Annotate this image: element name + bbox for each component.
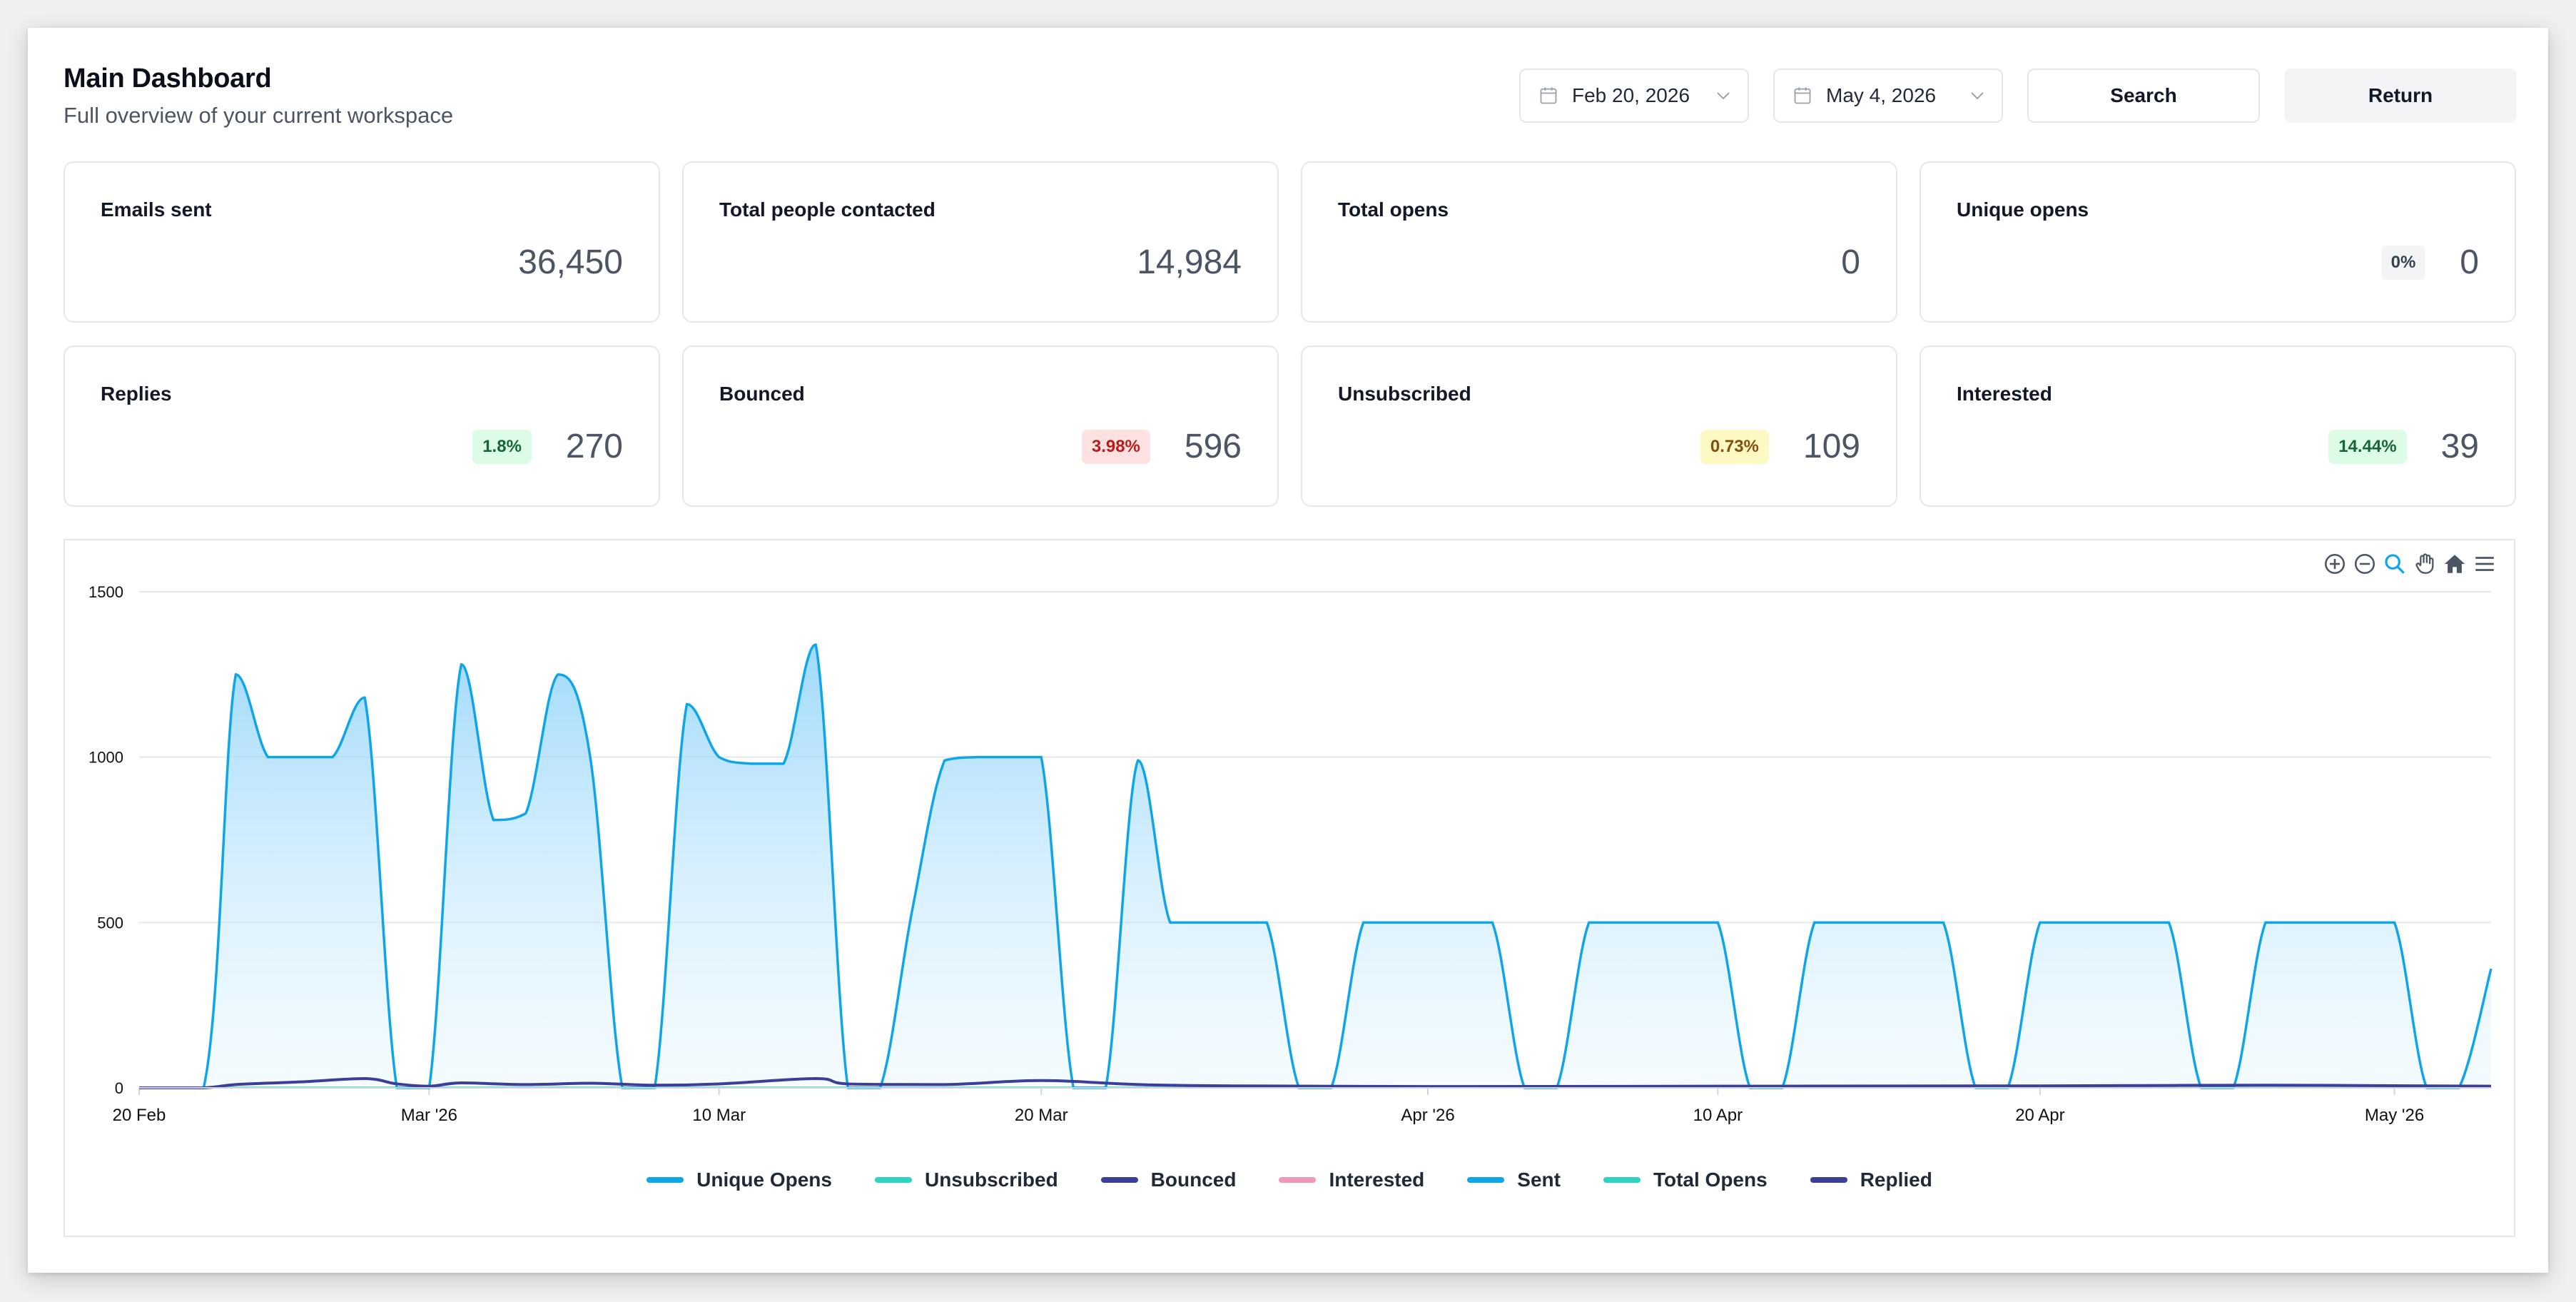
dashboard-panel: Main Dashboard Full overview of your cur… <box>28 28 2548 1273</box>
page-subtitle: Full overview of your current workspace <box>64 103 454 128</box>
legend-label: Bounced <box>1150 1169 1237 1191</box>
stat-title: Bounced <box>719 383 805 405</box>
stat-title: Emails sent <box>101 198 212 221</box>
legend-label: Unsubscribed <box>924 1169 1058 1191</box>
pan-hand-icon[interactable] <box>2413 552 2437 576</box>
status-badge: 3.98% <box>1081 429 1150 464</box>
stats-grid: Emails sent 36,450 Total people contacte… <box>64 161 2516 507</box>
search-button[interactable]: Search <box>2027 69 2260 123</box>
legend-label: Interested <box>1329 1169 1425 1191</box>
end-date-picker[interactable]: May 4, 2026 <box>1773 69 2003 123</box>
stat-value: 270 <box>565 428 623 465</box>
stat-value: 0 <box>2460 243 2479 281</box>
series-line-sent <box>138 643 2493 1089</box>
legend-label: Total Opens <box>1653 1169 1768 1191</box>
legend-swatch <box>1467 1177 1505 1183</box>
return-button[interactable]: Return <box>2284 69 2517 123</box>
stat-title: Unsubscribed <box>1338 383 1471 405</box>
stat-card-total-people-contacted: Total people contacted 14,984 <box>682 161 1279 323</box>
legend-item-replied[interactable]: Replied <box>1810 1169 1932 1191</box>
stat-card-interested: Interested 14.44% 39 <box>1920 345 2516 507</box>
legend-item-total-opens[interactable]: Total Opens <box>1603 1169 1768 1191</box>
status-badge: 0% <box>2380 245 2426 280</box>
stat-value: 14,984 <box>1137 243 1242 281</box>
stat-title: Replies <box>101 383 172 405</box>
page-title: Main Dashboard <box>64 64 272 94</box>
legend-swatch <box>874 1177 912 1183</box>
chevron-down-icon <box>1971 92 1984 100</box>
legend-label: Replied <box>1860 1169 1932 1191</box>
activity-chart[interactable]: 0 500 1000 1500 20 Feb Mar '26 10 Mar 20 Mar Apr… <box>65 540 2517 1238</box>
stat-card-total-opens: Total opens 0 <box>1301 161 1897 323</box>
start-date-picker[interactable]: Feb 20, 2026 <box>1519 69 1749 123</box>
y-tick-label: 500 <box>97 914 123 932</box>
chevron-down-icon <box>1717 92 1730 100</box>
chart-toolbar <box>2323 552 2497 576</box>
legend-item-interested[interactable]: Interested <box>1279 1169 1424 1191</box>
stat-title: Total opens <box>1338 198 1449 221</box>
x-tick-label: 20 Mar <box>1015 1106 1068 1125</box>
stat-title: Total people contacted <box>719 198 935 221</box>
start-date-label: Feb 20, 2026 <box>1572 84 1690 106</box>
legend-swatch <box>646 1177 684 1183</box>
status-badge: 14.44% <box>2328 429 2407 464</box>
stat-value: 36,450 <box>518 243 623 281</box>
legend-swatch <box>1603 1177 1641 1183</box>
legend-label: Sent <box>1517 1169 1561 1191</box>
zoom-out-icon[interactable] <box>2353 552 2377 576</box>
stat-card-replies: Replies 1.8% 270 <box>64 345 660 507</box>
stat-card-emails-sent: Emails sent 36,450 <box>64 161 660 323</box>
x-tick-label: Mar '26 <box>401 1106 457 1125</box>
stat-value: 596 <box>1184 428 1242 465</box>
stat-card-unsubscribed: Unsubscribed 0.73% 109 <box>1301 345 1897 507</box>
stat-value: 39 <box>2440 428 2479 465</box>
chart-card: 0 500 1000 1500 20 Feb Mar '26 10 Mar 20 Mar Apr… <box>64 539 2515 1237</box>
status-badge: 0.73% <box>1700 429 1769 464</box>
legend-label: Unique Opens <box>696 1169 832 1191</box>
x-tick-label: 20 Apr <box>2015 1106 2064 1125</box>
home-icon[interactable] <box>2443 552 2467 576</box>
x-tick-label: 10 Apr <box>1693 1106 1743 1125</box>
legend-item-bounced[interactable]: Bounced <box>1100 1169 1237 1191</box>
stat-value: 0 <box>1841 243 1860 281</box>
zoom-select-icon[interactable] <box>2383 552 2407 576</box>
end-date-label: May 4, 2026 <box>1826 84 1937 106</box>
zoom-in-icon[interactable] <box>2323 552 2347 576</box>
calendar-icon <box>1540 87 1557 104</box>
stat-card-unique-opens: Unique opens 0% 0 <box>1920 161 2516 323</box>
legend-item-sent[interactable]: Sent <box>1467 1169 1561 1191</box>
x-tick-label: Apr '26 <box>1401 1106 1454 1125</box>
legend-item-unsubscribed[interactable]: Unsubscribed <box>874 1169 1058 1191</box>
legend-swatch <box>1279 1177 1317 1183</box>
series-area-sent <box>139 645 2491 1088</box>
status-badge: 1.8% <box>472 429 532 464</box>
menu-icon[interactable] <box>2473 552 2497 576</box>
x-tick-label: 10 Mar <box>692 1106 746 1125</box>
header-controls: Feb 20, 2026 May 4, 2026 Search Return <box>1519 69 2517 123</box>
stat-card-bounced: Bounced 3.98% 596 <box>682 345 1279 507</box>
legend-swatch <box>1810 1177 1847 1183</box>
series-line-replied <box>138 1077 2492 1090</box>
legend-item-unique-opens[interactable]: Unique Opens <box>646 1169 832 1191</box>
legend-swatch <box>1100 1177 1138 1183</box>
calendar-icon <box>1794 87 1811 104</box>
stat-title: Unique opens <box>1957 198 2089 221</box>
y-tick-label: 1500 <box>88 583 123 601</box>
x-tick-label: May '26 <box>2365 1106 2424 1125</box>
x-tick-label: 20 Feb <box>113 1106 166 1125</box>
y-tick-label: 1000 <box>88 749 123 767</box>
stat-value: 109 <box>1802 428 1860 465</box>
chart-legend: Unique Opens Unsubscribed Bounced Intereste… <box>65 1169 2514 1191</box>
stat-title: Interested <box>1957 383 2052 405</box>
page-header: Main Dashboard Full overview of your cur… <box>64 64 453 128</box>
y-tick-label: 0 <box>115 1079 123 1097</box>
